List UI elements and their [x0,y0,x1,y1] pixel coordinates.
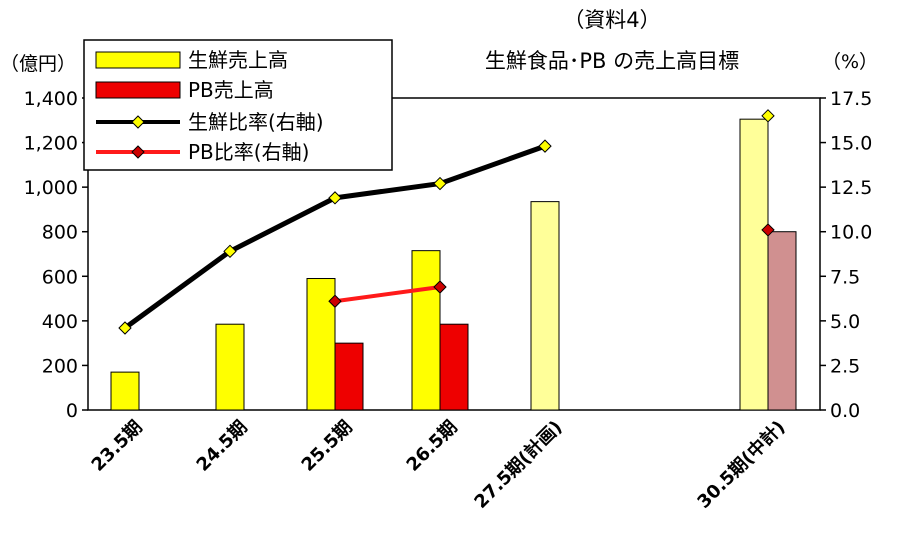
legend-swatch-pb-sales [95,81,181,99]
bar-fresh-sales [306,278,336,411]
right-axis-tick-label: 7.5 [830,266,860,288]
legend-label-pb-ratio: PB比率(右軸) [188,140,309,164]
marker-fresh-ratio [223,244,237,259]
right-axis-tick-label: 10.0 [830,222,872,244]
left-axis-tick-label: 600 [42,266,78,288]
right-axis-unit: （%） [822,51,878,73]
legend-marker-fresh-ratio [131,115,145,129]
bar-pb-sales [439,323,469,411]
marker-fresh-ratio [328,191,342,205]
document-label: （資料4） [563,8,660,32]
marker-fresh-ratio [761,109,775,123]
legend-swatch-fresh-sales [95,51,181,69]
bar-pb-sales [334,342,364,411]
category-label: 30.5期(中計) [693,416,790,513]
left-axis-unit: （億円） [0,53,76,75]
marker-fresh-ratio [118,321,132,335]
line-pb-ratio [334,285,441,304]
category-label: 27.5期(計画) [470,416,567,513]
left-axis-tick-label: 200 [42,355,78,377]
marker-fresh-ratio [538,139,552,153]
legend: 生鮮売上高 PB売上高 生鮮比率(右軸) PB比率(右軸) [83,39,393,171]
marker-pb-ratio [328,294,342,308]
right-axis-tick-label: 0.0 [830,400,860,422]
left-axis-tick-label: 1,000 [24,177,78,199]
right-axis-tick-label: 12.5 [830,177,872,199]
left-axis-tick-label: 0 [66,400,78,422]
bar-fresh-sales [530,201,560,411]
chart-title: 生鮮食品･PB の売上高目標 [485,49,739,73]
category-label: 23.5期 [88,417,147,476]
category-label: 24.5期 [193,417,252,476]
legend-label-fresh-sales: 生鮮売上高 [188,48,288,72]
right-axis-tick-label: 17.5 [830,88,872,110]
legend-label-pb-sales: PB売上高 [188,78,274,102]
bar-fresh-sales [215,323,245,411]
marker-pb-ratio [761,223,775,237]
bar-fresh-sales [110,371,140,411]
right-axis-tick-label: 2.5 [830,355,860,377]
left-axis-tick-label: 1,200 [24,133,78,155]
category-label: 25.5期 [298,417,357,476]
left-axis-tick-label: 1,400 [24,88,78,110]
bar-fresh-sales [739,118,769,411]
left-axis-tick-label: 400 [42,311,78,333]
right-axis-tick-label: 5.0 [830,311,860,333]
legend-label-fresh-ratio: 生鮮比率(右軸) [188,110,324,134]
left-axis-tick-label: 800 [42,222,78,244]
marker-fresh-ratio [433,176,447,191]
category-label: 26.5期 [403,417,462,476]
legend-marker-pb-ratio [131,145,145,159]
marker-pb-ratio [433,280,447,294]
right-axis-tick-label: 15.0 [830,133,872,155]
bar-fresh-sales [411,250,441,411]
bar-pb-sales [767,231,797,411]
